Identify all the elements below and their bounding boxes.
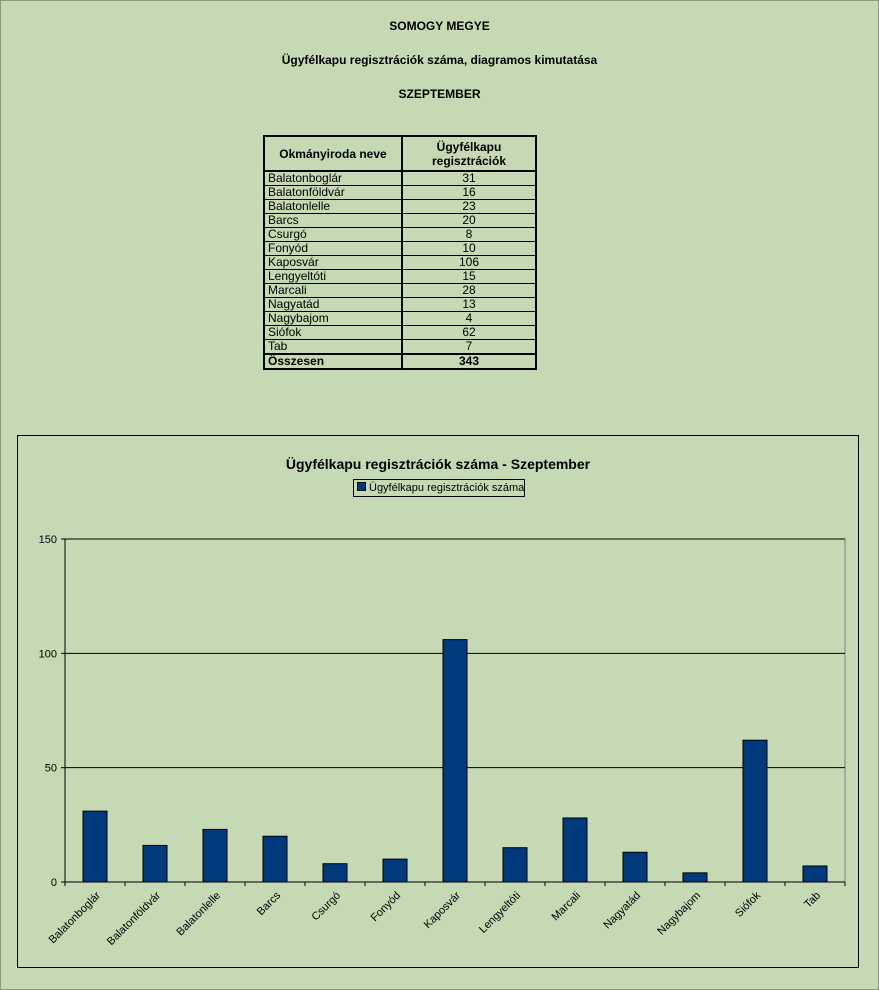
table-row: Balatonboglár 31	[263, 170, 537, 186]
x-tick-label: Fonyód	[369, 890, 403, 924]
y-tick-label: 50	[45, 763, 57, 775]
office-name-cell: Marcali	[263, 283, 403, 298]
bar	[802, 865, 828, 883]
x-tick-label: Marcali	[550, 890, 584, 924]
office-name-cell: Siófok	[263, 325, 403, 340]
registration-count-cell: 106	[401, 255, 537, 270]
table-row: Siófok 62	[263, 325, 537, 340]
bar	[622, 851, 648, 883]
table-row: Csurgó 8	[263, 227, 537, 242]
county-heading: SOMOGY MEGYE	[389, 19, 490, 33]
bar	[262, 835, 288, 883]
bar	[322, 863, 348, 883]
registration-count-cell: 62	[401, 325, 537, 340]
table-row: Nagybajom 4	[263, 311, 537, 326]
x-tick-label: Csurgó	[310, 890, 344, 924]
bar	[202, 828, 228, 883]
column-header-registrations: Ügyfélkapu regisztrációk	[401, 135, 537, 172]
y-tick-label: 100	[39, 648, 57, 660]
bar	[442, 639, 468, 883]
bar	[502, 847, 528, 883]
legend-swatch	[357, 482, 366, 491]
table-header-row: Okmányiroda neve Ügyfélkapu regisztráció…	[263, 135, 537, 172]
report-subtitle: Ügyfélkapu regisztrációk száma, diagramo…	[281, 53, 598, 67]
table-row: Marcali 28	[263, 283, 537, 298]
x-tick-label: Balatonboglár	[47, 889, 104, 946]
y-tick-label: 0	[51, 877, 57, 889]
x-tick-label: Balatonlelle	[174, 890, 223, 939]
total-value-cell: 343	[401, 353, 537, 370]
office-name-cell: Balatonboglár	[263, 170, 403, 186]
registration-count-cell: 23	[401, 199, 537, 214]
x-tick-label: Nagybajom	[655, 890, 703, 938]
bar	[382, 858, 408, 883]
bar	[682, 872, 708, 883]
chart-title: Ügyfélkapu regisztrációk száma - Szeptem…	[285, 456, 591, 472]
y-tick-label: 150	[39, 534, 57, 546]
office-name-cell: Kaposvár	[263, 255, 403, 270]
x-tick-label: Tab	[802, 890, 823, 911]
month-heading: SZEPTEMBER	[398, 87, 481, 101]
x-tick-label: Balatonföldvár	[105, 889, 163, 947]
office-name-cell: Tab	[263, 339, 403, 355]
office-name-cell: Barcs	[263, 213, 403, 228]
x-tick-label: Kaposvár	[422, 889, 464, 931]
bar	[742, 739, 768, 883]
bar	[82, 810, 108, 883]
bar	[562, 817, 588, 883]
x-tick-label: Barcs	[255, 889, 284, 918]
legend-label: Ügyfélkapu regisztrációk száma	[369, 482, 525, 494]
table-row: Lengyeltóti 15	[263, 269, 537, 284]
registration-count-cell: 15	[401, 269, 537, 284]
chart-legend: Ügyfélkapu regisztrációk száma	[353, 479, 525, 497]
table-row: Kaposvár 106	[263, 255, 537, 270]
table-row: Balatonlelle 23	[263, 199, 537, 214]
total-label-cell: Összesen	[263, 353, 403, 370]
x-tick-label: Lengyeltóti	[477, 890, 523, 936]
x-tick-label: Nagyatád	[601, 890, 643, 932]
x-tick-label: Siófok	[733, 889, 763, 919]
table-row: Fonyód 10	[263, 241, 537, 256]
table-total-row: Összesen 343	[263, 353, 537, 370]
office-name-cell: Nagybajom	[263, 311, 403, 326]
registrations-table: Okmányiroda neve Ügyfélkapu regisztráció…	[263, 135, 537, 370]
chart-frame	[17, 435, 859, 968]
table-row: Tab 7	[263, 339, 537, 355]
column-header-office: Okmányiroda neve	[263, 135, 403, 172]
bar	[142, 844, 168, 883]
